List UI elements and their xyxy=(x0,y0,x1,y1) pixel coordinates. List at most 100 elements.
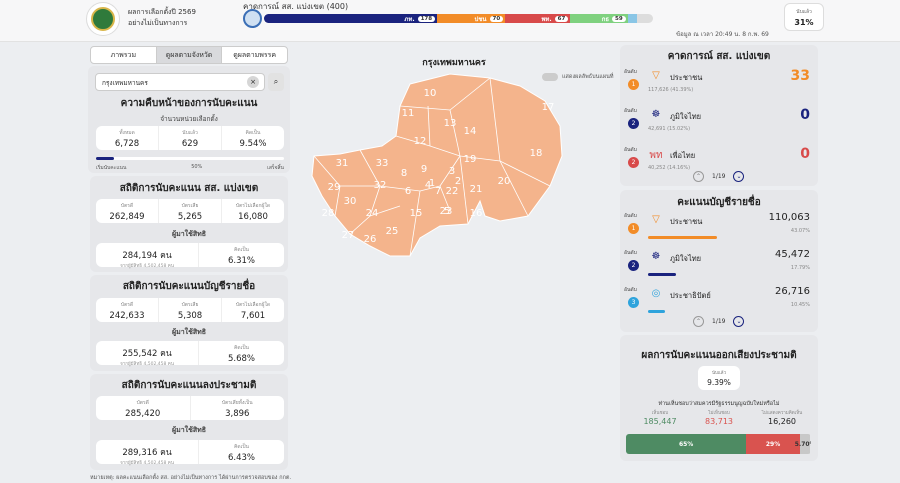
page-indicator: 1/19 xyxy=(712,173,726,180)
district-label[interactable]: 28 xyxy=(322,208,335,219)
district-label[interactable]: 1 xyxy=(429,178,435,189)
stat-cell: บัตรไม่เลือกผู้ใด 16,080 xyxy=(222,199,284,223)
segment-value: 178 xyxy=(417,15,436,22)
score-bar xyxy=(648,310,665,313)
district-label[interactable]: 23 xyxy=(440,206,453,217)
rank-label: อันดับ xyxy=(624,213,637,219)
referendum-card: บัตรดี 285,420 บัตรเสียทั้งเป็น 3,896 xyxy=(96,396,284,420)
site-title-line2: อย่างไม่เป็นทางการ xyxy=(128,19,188,27)
stat-value: 6,728 xyxy=(114,139,140,149)
tab-party[interactable]: ดูผลตามพรรค xyxy=(233,51,277,59)
stat-cell: บัตรเสีย 5,265 xyxy=(159,199,222,223)
counted-label: นับแล้ว xyxy=(711,371,727,376)
district-label[interactable]: 13 xyxy=(444,118,457,129)
prev-page-button[interactable]: ⌃ xyxy=(693,316,704,327)
partylist-row[interactable]: อันดับ 1 ▽ ประชาชน 110,063 43.07% xyxy=(624,212,814,248)
district-label[interactable]: 10 xyxy=(424,88,437,99)
party-votes: 117,626 (41.39%) xyxy=(648,87,694,93)
district-label[interactable]: 12 xyxy=(414,136,427,147)
district-label[interactable]: 15 xyxy=(410,208,423,219)
district-label[interactable]: 9 xyxy=(421,164,427,175)
partylist-row[interactable]: อันดับ 2 ☸ ภูมิใจไทย 45,472 17.79% xyxy=(624,249,814,285)
party-score: 45,472 xyxy=(775,249,810,260)
stat-value: 7,601 xyxy=(240,311,266,321)
district-label[interactable]: 24 xyxy=(366,208,379,219)
district-label[interactable]: 5 xyxy=(444,206,450,217)
segment-value: 67 xyxy=(554,15,569,22)
search-button[interactable]: ⌕ xyxy=(268,73,284,91)
stat-value: 5,265 xyxy=(177,212,203,222)
rank-badge: 2 xyxy=(628,157,639,168)
stat-label: บัตรเสีย xyxy=(181,203,199,209)
turnout-label: นับแล้ว xyxy=(796,9,812,15)
stat-value: 242,633 xyxy=(109,311,145,321)
clear-icon[interactable]: × xyxy=(247,76,259,88)
referendum-counted-card: นับแล้ว 9.39% xyxy=(698,366,740,390)
district-label[interactable]: 25 xyxy=(386,226,399,237)
tab-province[interactable]: ดูผลตามจังหวัด xyxy=(156,47,223,63)
page-indicator: 1/19 xyxy=(712,318,726,325)
rank-badge: 2 xyxy=(628,118,639,129)
district-label[interactable]: 29 xyxy=(328,182,341,193)
district-label[interactable]: 3 xyxy=(449,166,455,177)
pct-value: 6.43% xyxy=(227,453,255,463)
next-page-button[interactable]: ⌄ xyxy=(733,316,745,327)
projection-pager: ⌃ 1/19 ⌄ xyxy=(693,171,745,182)
partylist-row[interactable]: อันดับ 3 ◎ ประชาธิปัตย์ 26,716 10.45% xyxy=(624,286,814,322)
partylist-card: บัตรดี 242,633 บัตรเสีย 5,308 บัตรไม่เลือก… xyxy=(96,298,284,322)
province-search-input[interactable]: กรุงเทพมหานคร xyxy=(95,73,265,91)
pct-value: 6.31% xyxy=(227,256,255,266)
projection-panel xyxy=(620,45,818,186)
district-label[interactable]: 18 xyxy=(530,148,543,159)
district-label[interactable]: 32 xyxy=(374,180,387,191)
voters-value: 284,194 คน xyxy=(122,251,172,261)
district-label[interactable]: 6 xyxy=(405,186,411,197)
district-label[interactable]: 11 xyxy=(402,108,415,119)
district-label[interactable]: 22 xyxy=(446,186,459,197)
seat-segment: ปชน 70 xyxy=(437,14,506,23)
district-label[interactable]: 33 xyxy=(376,158,389,169)
district-label[interactable]: 20 xyxy=(498,176,511,187)
district-label[interactable]: 30 xyxy=(344,196,357,207)
district-label[interactable]: 17 xyxy=(542,102,555,113)
counting-subtitle: จำนวนหน่วยเลือกตั้ง xyxy=(160,115,218,123)
site-title: ผลการเลือกตั้งปี 2569 อย่างไม่เป็นทางการ xyxy=(128,7,196,29)
stat-label: บัตรดี xyxy=(120,203,134,209)
projected-seats: 33 xyxy=(790,68,810,84)
stat-cell: บัตรเสียทั้งเป็น 3,896 xyxy=(191,396,285,420)
district-label[interactable]: 2 xyxy=(455,176,461,187)
district-label[interactable]: 31 xyxy=(336,158,349,169)
district-label[interactable]: 27 xyxy=(342,230,355,241)
district-label[interactable]: 26 xyxy=(364,234,377,245)
projection-row[interactable]: อันดับ 2 ☸ ภูมิใจไทย 42,691 (15.02%) 0 xyxy=(624,107,814,143)
stat-value: 285,420 xyxy=(125,409,161,419)
next-page-button[interactable]: ⌄ xyxy=(733,171,745,182)
stat-label: บัตรไม่เลือกผู้ใด xyxy=(235,203,271,209)
district-label[interactable]: 7 xyxy=(435,186,441,197)
prev-page-button[interactable]: ⌃ xyxy=(693,171,704,182)
tab-overview[interactable]: ภาพรวม xyxy=(91,47,157,63)
district-label[interactable]: 14 xyxy=(464,126,477,137)
score-bar xyxy=(648,273,677,276)
district-label[interactable]: 21 xyxy=(470,184,483,195)
district-label[interactable]: 19 xyxy=(464,154,477,165)
seat-segment: ภท. 178 xyxy=(264,14,438,23)
district-label[interactable]: 4 xyxy=(425,180,431,191)
map-title: กรุงเทพมหานคร xyxy=(422,58,486,68)
abstain-value: 16,260 xyxy=(768,417,796,426)
seat-projection-bar: ภท. 178 ปชน 70 พท. 67 กธ 59 xyxy=(264,14,653,23)
ect-logo[interactable] xyxy=(86,2,120,36)
projection-row[interactable]: อันดับ 2 พท เพื่อไทย 40,252 (14.16%) 0 xyxy=(624,146,814,182)
party-logo-icon: พท xyxy=(649,150,663,161)
progress-fill xyxy=(96,157,114,160)
agree-value: 185,447 xyxy=(643,417,677,426)
projection-row[interactable]: อันดับ 1 ▽ ประชาชน 117,626 (41.39%) 33 xyxy=(624,68,814,104)
map-toggle[interactable] xyxy=(542,73,558,81)
voters-cell: 284,194 คน จากผู้มีสิทธิ 4,502,458 คน xyxy=(96,243,199,269)
partylist-title: สถิติการนับคะแนนบัญชีรายชื่อ xyxy=(122,281,256,292)
district-label[interactable]: 16 xyxy=(470,208,483,219)
projection-title: คาดการณ์ สส. แบ่งเขต (400) xyxy=(243,2,349,11)
stat-value: 629 xyxy=(181,139,199,149)
district-label[interactable]: 8 xyxy=(401,168,407,179)
